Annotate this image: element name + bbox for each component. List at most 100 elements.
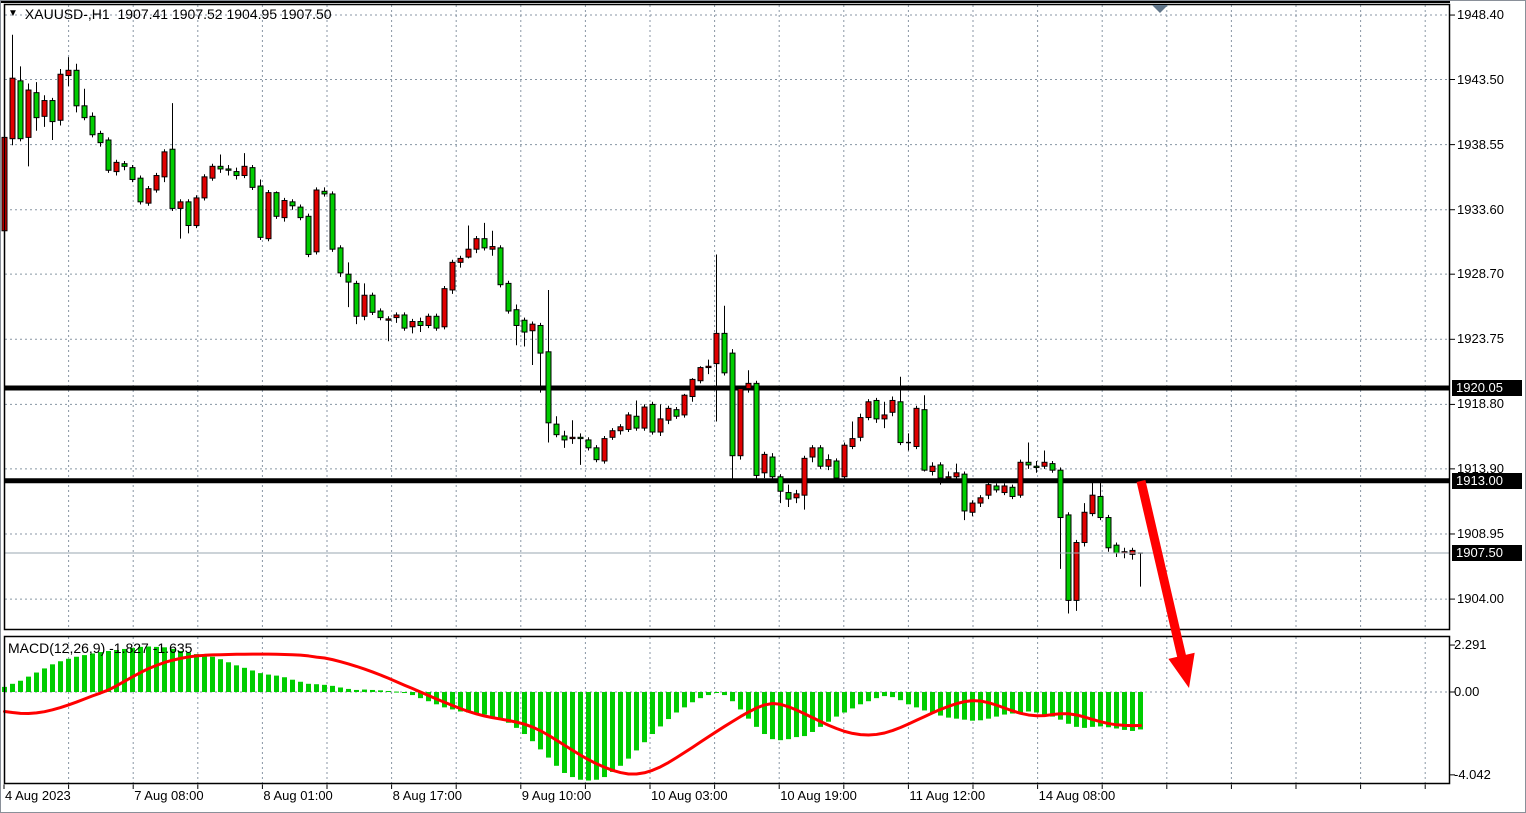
candlestick <box>489 246 496 250</box>
candlestick <box>73 69 80 107</box>
macd-histogram-bar <box>90 653 95 693</box>
macd-histogram-bar <box>930 692 935 714</box>
chart-title: ▼ XAUUSD-,H1 1907.41 1907.52 1904.95 190… <box>8 6 332 22</box>
macd-histogram-bar <box>634 692 639 751</box>
macd-histogram-bar <box>690 692 695 703</box>
macd-histogram-bar <box>826 692 831 722</box>
macd-histogram-bar <box>234 665 239 693</box>
macd-histogram-bar <box>898 692 903 701</box>
candlestick <box>681 394 688 416</box>
candlestick <box>1089 494 1096 515</box>
candlestick <box>353 282 360 317</box>
macd-histogram-bar <box>42 668 47 693</box>
macd-histogram-bar <box>330 685 335 693</box>
candlestick <box>777 476 784 492</box>
macd-histogram-bar <box>674 692 679 713</box>
candlestick <box>105 139 112 171</box>
macd-histogram-bar <box>658 692 663 727</box>
macd-axis-label: 0.00 <box>1454 684 1480 699</box>
candlestick <box>897 401 904 444</box>
candlestick <box>233 171 240 177</box>
macd-histogram-bar <box>1098 692 1103 727</box>
candlestick <box>409 321 416 328</box>
candlestick <box>41 100 48 117</box>
macd-histogram-bar <box>562 692 567 773</box>
macd-histogram-bar <box>722 692 727 696</box>
macd-histogram-bar <box>282 677 287 693</box>
macd-histogram-bar <box>794 692 799 738</box>
current-price-label: 1907.50 <box>1452 545 1522 562</box>
macd-histogram-bar <box>730 692 735 702</box>
macd-histogram-bar <box>666 692 671 720</box>
candlestick <box>521 319 528 333</box>
price-axis-label: 1933.60 <box>1457 201 1504 217</box>
macd-histogram-bar <box>602 692 607 778</box>
candlestick <box>1081 511 1088 544</box>
candlestick <box>969 502 976 513</box>
candlestick <box>81 105 88 119</box>
macd-histogram-bar <box>226 662 231 693</box>
candlestick <box>49 100 56 123</box>
candlestick <box>929 465 936 472</box>
candlestick <box>273 192 280 217</box>
macd-histogram-bar <box>610 692 615 772</box>
macd-histogram-bar <box>338 687 343 693</box>
macd-histogram-bar <box>698 692 703 699</box>
macd-histogram-bar <box>578 692 583 780</box>
macd-histogram-bar <box>650 692 655 735</box>
candlestick <box>633 415 640 429</box>
candlestick <box>689 378 696 398</box>
price-axis-label: 1904.00 <box>1457 591 1504 607</box>
macd-histogram-bar <box>138 646 143 693</box>
candlestick <box>585 439 592 449</box>
macd-histogram-bar <box>290 679 295 693</box>
candlestick <box>249 167 256 188</box>
macd-histogram-bar <box>34 672 39 693</box>
macd-histogram-bar <box>906 692 911 705</box>
candlestick <box>793 493 800 499</box>
symbol-dropdown-icon[interactable]: ▼ <box>8 8 18 19</box>
macd-axis-label: -4.042 <box>1454 766 1491 782</box>
candlestick <box>289 201 296 207</box>
macd-histogram-bar <box>1074 692 1079 727</box>
macd-histogram-bar <box>914 692 919 708</box>
macd-histogram-bar <box>890 692 895 698</box>
macd-signal-line <box>3 652 1142 776</box>
candlestick <box>129 167 136 180</box>
trend-arrow-shaft[interactable] <box>1136 479 1187 661</box>
macd-histogram-bar <box>1018 692 1023 713</box>
candlestick <box>241 165 248 177</box>
chart-shift-marker-icon[interactable] <box>1152 5 1168 13</box>
candlestick <box>785 492 792 500</box>
chart-title-text: XAUUSD-,H1 1907.41 1907.52 1904.95 1907.… <box>24 6 332 22</box>
macd-histogram-bar <box>74 656 79 693</box>
candlestick <box>513 309 520 326</box>
candlestick <box>1065 514 1072 601</box>
trend-arrow-head[interactable] <box>1168 652 1195 688</box>
candlestick <box>1073 542 1080 601</box>
macd-histogram-bar <box>570 692 575 778</box>
candlestick <box>857 417 864 438</box>
macd-histogram-bar <box>1066 692 1071 724</box>
candlestick <box>313 189 320 253</box>
candlestick <box>889 399 896 413</box>
price-axis-label: 1948.40 <box>1457 7 1504 23</box>
macd-histogram-bar <box>1114 692 1119 729</box>
macd-histogram-bar <box>554 692 559 766</box>
macd-histogram-bar <box>1010 692 1015 714</box>
macd-histogram-bar <box>1058 692 1063 720</box>
macd-histogram-bar <box>242 667 247 693</box>
candlestick <box>945 476 952 479</box>
candlestick <box>193 197 200 227</box>
macd-histogram-bar <box>362 689 367 693</box>
candlestick <box>65 69 72 77</box>
macd-histogram-bar <box>306 683 311 693</box>
candlestick <box>393 314 400 319</box>
candlestick <box>1129 549 1136 555</box>
macd-histogram-bar <box>162 647 167 693</box>
price-axis-label: 1923.75 <box>1457 331 1504 347</box>
candlestick <box>617 426 624 432</box>
macd-histogram-bar <box>762 692 767 735</box>
macd-histogram-bar <box>882 692 887 697</box>
